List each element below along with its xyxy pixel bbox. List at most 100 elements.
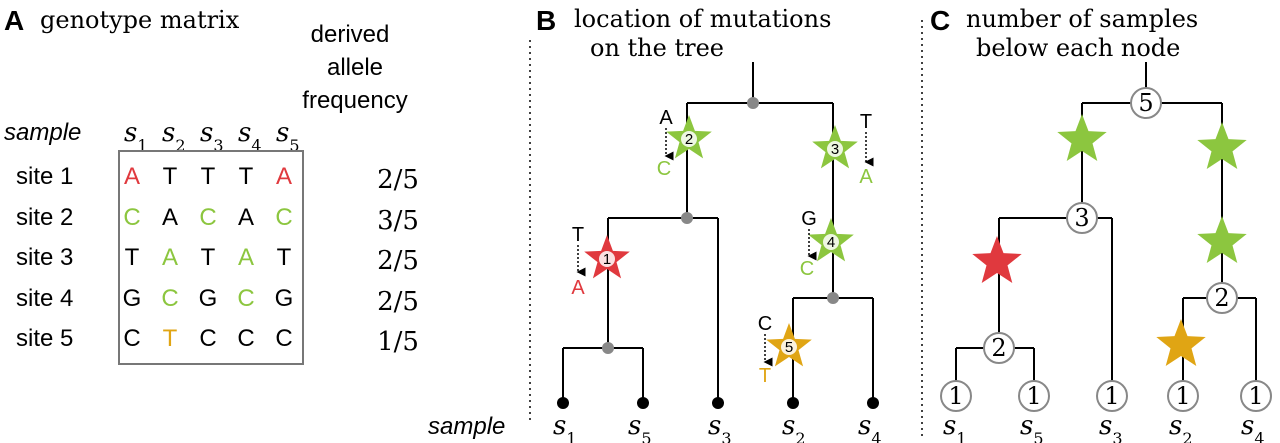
mutation-ancestral-allele: C xyxy=(758,313,772,335)
mutation-derived-allele: C xyxy=(657,158,671,180)
tip-label-b-3-subscript: 3 xyxy=(721,429,731,443)
tip-label-c-3: s3 xyxy=(1099,411,1123,443)
allele-cell: C xyxy=(123,204,140,231)
tip-labels-b: s1 s5 s3 s2 s4 xyxy=(553,411,882,443)
mutation-number: 1 xyxy=(603,251,611,268)
count-value: 1 xyxy=(1175,382,1190,410)
tip-label-c-5-letter: s xyxy=(1241,411,1254,441)
allele-cell: C xyxy=(199,204,216,231)
tip-label-c-2-letter: s xyxy=(1020,411,1033,441)
allele-cell: C xyxy=(199,325,216,352)
count-circle xyxy=(1096,380,1128,412)
site-label: site 4 xyxy=(16,285,73,312)
allele-cell: A xyxy=(162,204,178,231)
mutation-derived-allele: A xyxy=(859,166,873,188)
tip-count-node-1: 1 xyxy=(940,380,972,412)
count-circle xyxy=(1130,87,1162,119)
tip-label-b-1-subscript: 1 xyxy=(566,429,576,443)
freq-header-line3: frequency xyxy=(302,87,407,114)
internal-node-right xyxy=(827,292,839,304)
allele-cell: T xyxy=(163,163,178,190)
allele-cell: C xyxy=(123,325,140,352)
site-label: site 1 xyxy=(16,163,73,190)
sample-header-4: s4 xyxy=(238,118,262,155)
tip-count-node-5: 1 xyxy=(1240,380,1272,412)
mutation-1: 1 T A xyxy=(571,224,630,299)
sample-header-subscript: 3 xyxy=(213,136,223,155)
tip-label-c-2-subscript: 5 xyxy=(1033,429,1043,443)
mutation-derived-allele: C xyxy=(800,258,814,280)
sample-headers: s1 s2 s3 s4 s5 xyxy=(124,118,300,155)
allele-cell: A xyxy=(238,244,254,271)
tip-label-c-2: s5 xyxy=(1020,411,1044,443)
genotype-matrix-box xyxy=(118,150,304,365)
mutation-2: 2A C xyxy=(657,107,712,180)
count-value: 2 xyxy=(1214,284,1229,312)
sample-header-letter: s xyxy=(124,118,137,148)
sample-header-5: s5 xyxy=(276,118,300,155)
tip-count-node-4: 1 xyxy=(1167,380,1199,412)
panel-a-letter: A xyxy=(4,5,24,36)
count-value: 2 xyxy=(991,334,1006,362)
panel-a-title: genotype matrix xyxy=(40,6,240,34)
allele-cell: T xyxy=(125,244,140,271)
allele-cell: A xyxy=(162,244,178,271)
tip-node-s1 xyxy=(557,397,569,409)
sample-header-letter: s xyxy=(276,118,289,148)
mutation-3: 3 T A xyxy=(812,111,874,188)
panel-b: B location of mutations on the tree xyxy=(428,5,882,443)
panel-c-title-line1: number of samples xyxy=(966,5,1198,33)
s1-s5-count-node: 2 xyxy=(983,332,1015,364)
panel-b-title-line1: location of mutations xyxy=(574,5,831,33)
tip-label-c-1-letter: s xyxy=(943,411,956,441)
sample-header-1: s1 xyxy=(124,118,148,155)
allele-cell: C xyxy=(275,204,292,231)
tip-node-s2 xyxy=(787,397,799,409)
sample-header-2: s2 xyxy=(162,118,186,155)
derived-allele-frequency: 2/5 xyxy=(377,165,419,195)
count-circle xyxy=(1240,380,1272,412)
allele-cell: T xyxy=(239,163,254,190)
tip-label-b-5: s4 xyxy=(858,411,882,443)
count-circle xyxy=(940,380,972,412)
count-circle xyxy=(1206,282,1238,314)
site-label: site 3 xyxy=(16,244,73,271)
count-value: 3 xyxy=(1074,204,1089,232)
allele-cell: C xyxy=(161,285,178,312)
mutation-number-circle xyxy=(681,131,697,147)
tip-label-b-4-letter: s xyxy=(782,411,795,441)
tip-label-b-4: s2 xyxy=(782,411,806,443)
sample-header-subscript: 2 xyxy=(175,136,185,155)
tip-label-c-4-letter: s xyxy=(1169,411,1182,441)
tip-label-b-1-letter: s xyxy=(553,411,566,441)
panel-c: C number of samples below each node 5 3 2 2… xyxy=(930,5,1272,443)
panel-b-letter: B xyxy=(536,5,556,36)
tip-label-b-4-subscript: 2 xyxy=(795,429,805,443)
panel-c-letter: C xyxy=(930,5,950,36)
mutation-stars-c xyxy=(972,114,1247,366)
mutation-derived-allele: T xyxy=(759,365,771,387)
tip-label-b-5-letter: s xyxy=(858,411,871,441)
count-circle xyxy=(1167,380,1199,412)
sample-header-3: s3 xyxy=(200,118,224,155)
sample-label-b: sample xyxy=(428,413,505,440)
sample-header-subscript: 1 xyxy=(137,136,147,155)
sample-header-subscript: 5 xyxy=(289,136,299,155)
freq-header-line2: allele xyxy=(327,54,383,81)
mutation-number-circle xyxy=(823,234,839,250)
allele-cell: A xyxy=(238,204,254,231)
tip-label-b-2: s5 xyxy=(628,411,652,443)
count-value: 1 xyxy=(1026,382,1041,410)
tip-label-c-1: s1 xyxy=(943,411,967,443)
mutation-derived-allele: A xyxy=(571,277,585,299)
sample-header-letter: s xyxy=(238,118,251,148)
sample-header-letter: s xyxy=(200,118,213,148)
mutation-ancestral-allele: T xyxy=(572,224,584,246)
tip-label-b-2-subscript: 5 xyxy=(641,429,651,443)
allele-cell: G xyxy=(123,285,142,312)
allele-cell: A xyxy=(276,163,292,190)
genotype-row: site 2 C A C A C 3/5 xyxy=(16,204,419,236)
allele-cell: A xyxy=(124,163,140,190)
